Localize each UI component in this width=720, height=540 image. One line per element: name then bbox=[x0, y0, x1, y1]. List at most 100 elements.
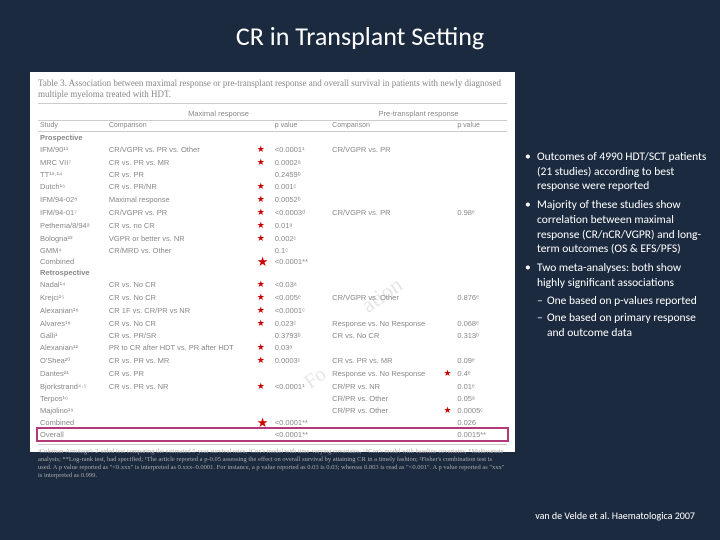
table-cell: CR/VGPR vs. PR vs. Other bbox=[107, 143, 255, 156]
table-cell: 0.023ᶜ bbox=[273, 317, 330, 330]
table-cell: CR/VGPR vs. PR bbox=[330, 206, 441, 219]
table-row: Nadal¹⁴CR vs. No CR★<0.03ᵃ bbox=[38, 278, 507, 291]
table-footnote: ᵃColeman-Armitage's 2-sided test compari… bbox=[38, 444, 507, 481]
table-cell: CR vs. PR vs. MR bbox=[107, 156, 255, 169]
bullet-item: Majority of these studies show correlati… bbox=[525, 198, 710, 257]
table-cell: 0.001ᶜ bbox=[273, 180, 330, 193]
table-row: Galli¹CR vs. PR/SR0.3793ᵇCR vs. No CR0.3… bbox=[38, 330, 507, 341]
table-cell bbox=[330, 169, 441, 180]
table-cell: 0.0015** bbox=[455, 428, 507, 441]
bullet-subitem: One based on p-values reported bbox=[525, 294, 710, 309]
table-cell bbox=[441, 354, 455, 367]
table-cell bbox=[455, 341, 507, 354]
table-row: Dantes²¹CR vs. PRResponse vs. No Respons… bbox=[38, 367, 507, 380]
table-row: IFM/94-02⁸Maximal response★0.0052ᵇ bbox=[38, 193, 507, 206]
study-table: Maximal response Pre-transplant response… bbox=[38, 108, 507, 441]
table-cell: 0.0002ᵃ bbox=[273, 156, 330, 169]
table-cell: 0.01ᵃ bbox=[273, 219, 330, 232]
table-cell bbox=[455, 156, 507, 169]
table-cell: Krejci¹⁵ bbox=[38, 291, 107, 304]
table-row: Terpos¹⁶CR/PR vs. Other0.05ᵃ bbox=[38, 393, 507, 404]
table-cell bbox=[255, 330, 273, 341]
table-cell bbox=[441, 428, 455, 441]
table-caption: Table 3. Association between maximal res… bbox=[38, 78, 507, 104]
table-cell: 0.3793ᵇ bbox=[273, 330, 330, 341]
table-cell bbox=[441, 417, 455, 428]
table-cell bbox=[455, 304, 507, 317]
table-cell bbox=[330, 245, 441, 256]
table-cell: <0.0001** bbox=[273, 256, 330, 267]
table-row: MRC VII⁷CR vs. PR vs. MR★0.0002ᵃ bbox=[38, 156, 507, 169]
table-cell: Maximal response bbox=[107, 193, 255, 206]
group-label: Retrospective bbox=[38, 267, 507, 278]
table-row: GMM⁴CR/MRD vs. Other0.1ᶜ bbox=[38, 245, 507, 256]
table-cell: <0.005ᵉ bbox=[273, 291, 330, 304]
table-cell bbox=[330, 232, 441, 245]
table-cell bbox=[455, 232, 507, 245]
table-cell: <0.0001** bbox=[273, 417, 330, 428]
table-cell: 0.876ᵉ bbox=[455, 291, 507, 304]
table-cell: CR vs. PR vs. MR bbox=[107, 354, 255, 367]
table-row: Alexanian¹⁶CR 1F vs. CR/PR vs NR★<0.0001… bbox=[38, 304, 507, 317]
table-cell: CR/VGPR vs. PR bbox=[107, 206, 255, 219]
table-cell: Dantes²¹ bbox=[38, 367, 107, 380]
table-cell: CR/MRD vs. Other bbox=[107, 245, 255, 256]
table-cell bbox=[441, 245, 455, 256]
table-cell: 0.2459ᵇ bbox=[273, 169, 330, 180]
table-cell bbox=[255, 245, 273, 256]
table-cell: 0.05ᵃ bbox=[455, 393, 507, 404]
table-cell bbox=[441, 330, 455, 341]
table-cell bbox=[107, 404, 255, 417]
table-cell: Dutch¹⁶ bbox=[38, 180, 107, 193]
table-cell bbox=[255, 428, 273, 441]
bullet-list: Outcomes of 4990 HDT/SCT patients (21 st… bbox=[525, 150, 710, 343]
table-group-row: Prospective bbox=[38, 131, 507, 143]
table-cell: 0.313ᵇ bbox=[455, 330, 507, 341]
table-cell: 0.09ᵉ bbox=[455, 354, 507, 367]
table-cell bbox=[330, 304, 441, 317]
table-cell bbox=[441, 278, 455, 291]
table-cell bbox=[455, 180, 507, 193]
table-row: Combined★<0.0001** bbox=[38, 256, 507, 267]
table-cell: ★ bbox=[255, 206, 273, 219]
table-cell: ★ bbox=[441, 404, 455, 417]
table-cell: Majolino¹⁹ bbox=[38, 404, 107, 417]
table-cell: Combined bbox=[38, 256, 107, 267]
table-cell: CR 1F vs. CR/PR vs NR bbox=[107, 304, 255, 317]
table-cell bbox=[107, 428, 255, 441]
table-cell: Terpos¹⁶ bbox=[38, 393, 107, 404]
table-cell: ★ bbox=[255, 143, 273, 156]
table-cell bbox=[330, 193, 441, 206]
table-cell: CR vs. No CR bbox=[107, 278, 255, 291]
header-maximal: Maximal response bbox=[107, 108, 330, 121]
table-cell: ★ bbox=[255, 380, 273, 393]
table-cell bbox=[441, 219, 455, 232]
table-cell bbox=[441, 156, 455, 169]
table-cell bbox=[330, 219, 441, 232]
table-cell: Galli¹ bbox=[38, 330, 107, 341]
table-cell bbox=[455, 278, 507, 291]
table-cell: <0.0001¹ bbox=[273, 380, 330, 393]
table-cell bbox=[455, 193, 507, 206]
table-cell: 0.0005ᶜ bbox=[455, 404, 507, 417]
table-cell bbox=[455, 219, 507, 232]
table-cell: <0.03ᵃ bbox=[273, 278, 330, 291]
table-cell bbox=[107, 256, 255, 267]
table-cell: Nadal¹⁴ bbox=[38, 278, 107, 291]
table-cell: Overall bbox=[38, 428, 107, 441]
table-cell: CR vs. PR vs. NR bbox=[107, 380, 255, 393]
table-cell bbox=[107, 417, 255, 428]
table-row: IFM/90¹¹CR/VGPR vs. PR vs. Other★<0.0001… bbox=[38, 143, 507, 156]
table-cell: ★ bbox=[255, 232, 273, 245]
bullet-item: Outcomes of 4990 HDT/SCT patients (21 st… bbox=[525, 150, 710, 194]
table-cell: CR/PR vs. Other bbox=[330, 404, 441, 417]
header-pretransplant: Pre-transplant response bbox=[330, 108, 507, 121]
table-cell bbox=[441, 341, 455, 354]
table-cell bbox=[441, 206, 455, 219]
table-cell: 0.4ᵉ bbox=[455, 367, 507, 380]
table-cell: CR/VGPR vs. PR bbox=[330, 143, 441, 156]
table-cell bbox=[441, 169, 455, 180]
table-cell: CR vs. PR bbox=[107, 367, 255, 380]
table-cell bbox=[441, 256, 455, 267]
table-cell bbox=[273, 404, 330, 417]
